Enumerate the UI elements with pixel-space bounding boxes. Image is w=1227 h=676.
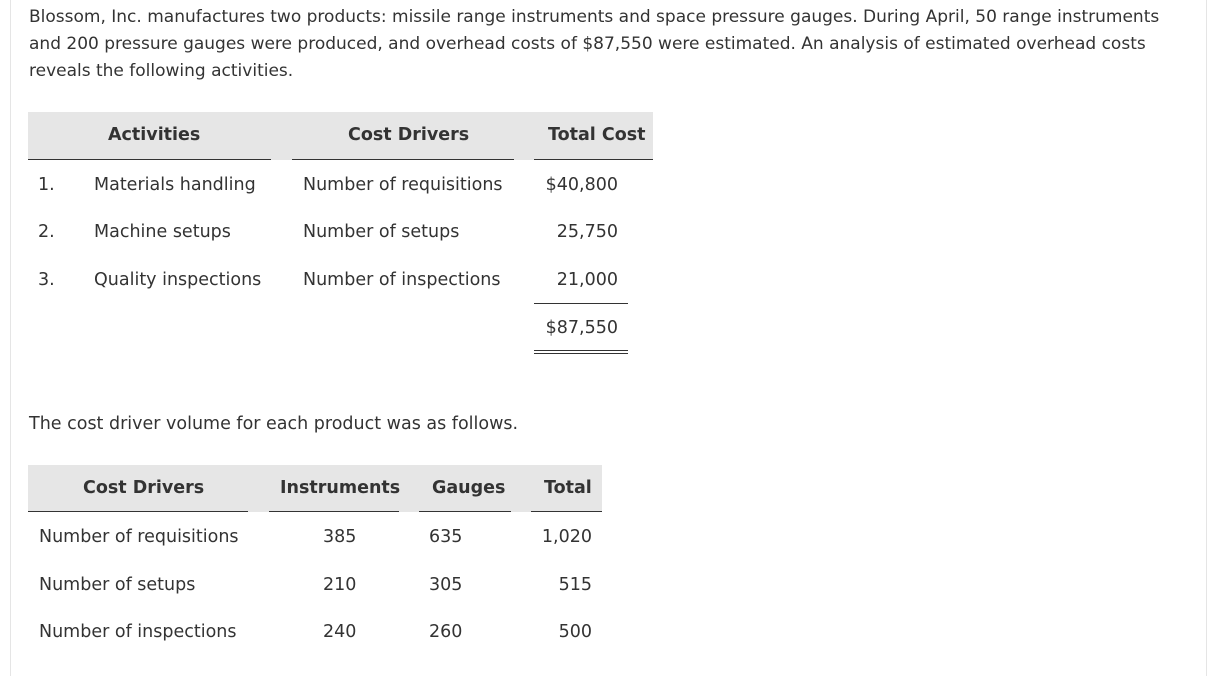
instruments-value: 385 [323, 527, 357, 547]
gauges-value: 260 [429, 622, 463, 642]
cost-driver: Number of requisitions [39, 527, 239, 547]
instruments-value: 240 [323, 622, 357, 642]
intro-paragraph: Blossom, Inc. manufactures two products:… [29, 7, 1160, 81]
driver-volume-table-header [28, 465, 602, 512]
header-total-cost: Total Cost [548, 125, 646, 145]
row-number: 2. [38, 222, 55, 242]
gauges-value: 635 [429, 527, 463, 547]
subtotal-rule [534, 303, 628, 304]
cost-driver: Number of inspections [303, 270, 501, 290]
row-number: 3. [38, 270, 55, 290]
header-cost-drivers: Cost Drivers [348, 125, 470, 145]
activity-name: Quality inspections [94, 270, 262, 290]
cost-driver: Number of requisitions [303, 175, 503, 195]
header-instruments: Instruments [280, 478, 401, 498]
total-cost-value: 25,750 [556, 222, 618, 242]
total-cost-value: 21,000 [556, 270, 618, 290]
header-total: Total [544, 478, 592, 498]
header-rule-gauges [419, 511, 511, 512]
grand-total-value: $87,550 [545, 318, 618, 338]
row-number: 1. [38, 175, 55, 195]
content-frame [10, 0, 1207, 676]
header-rule-instruments [269, 511, 399, 512]
cost-driver-volume-intro: The cost driver volume for each product … [29, 414, 519, 434]
header-rule-cost-drivers [292, 159, 514, 160]
cost-driver: Number of setups [303, 222, 460, 242]
activity-name: Machine setups [94, 222, 231, 242]
header-rule-total [531, 511, 602, 512]
header-gauges: Gauges [432, 478, 506, 498]
total-value: 1,020 [541, 527, 592, 547]
total-cost-value: $40,800 [545, 175, 618, 195]
header-rule-cost-drivers [28, 511, 248, 512]
total-double-rule [534, 350, 628, 354]
activities-table-header [28, 112, 653, 160]
instruments-value: 210 [323, 575, 357, 595]
header-activities: Activities [108, 125, 201, 145]
header-rule-total-cost [534, 159, 653, 160]
activity-name: Materials handling [94, 175, 256, 195]
header-cost-drivers: Cost Drivers [83, 478, 205, 498]
cost-driver: Number of setups [39, 575, 196, 595]
total-value: 515 [558, 575, 592, 595]
gauges-value: 305 [429, 575, 463, 595]
cost-driver: Number of inspections [39, 622, 237, 642]
header-rule-activities [28, 159, 271, 160]
total-value: 500 [558, 622, 592, 642]
